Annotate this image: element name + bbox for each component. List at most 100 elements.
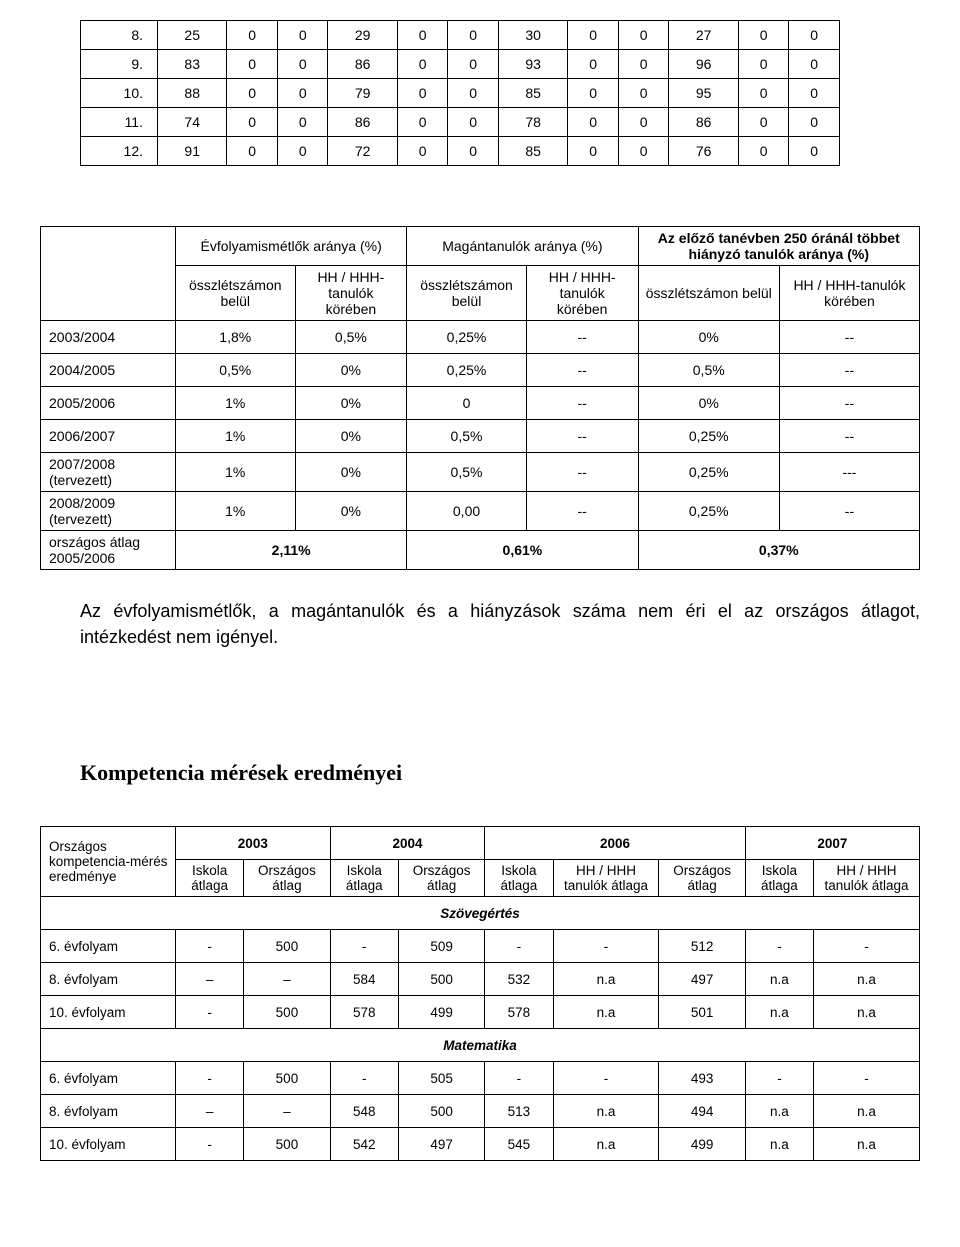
table-row-average: országos átlag 2005/20062,11%0,61%0,37% [41, 531, 920, 570]
cell: - [176, 1062, 244, 1095]
cell: 0% [295, 420, 407, 453]
cell: 0 [738, 108, 789, 137]
cell: -- [526, 354, 638, 387]
row-label: 2008/2009 (tervezett) [41, 492, 176, 531]
cell: 0 [738, 21, 789, 50]
table-row: 6. évfolyam-500-505--493-- [41, 1062, 920, 1095]
cell: – [244, 963, 330, 996]
cell: 25 [158, 21, 227, 50]
cell: 0 [568, 108, 619, 137]
cell: 0,5% [407, 453, 527, 492]
row-label: 6. évfolyam [41, 930, 176, 963]
row-label: 8. évfolyam [41, 1095, 176, 1128]
cell: 11. [81, 108, 158, 137]
cell: 0 [618, 137, 669, 166]
cell: 513 [485, 1095, 553, 1128]
cell: 27 [669, 21, 738, 50]
cell: 74 [158, 108, 227, 137]
table-row: 8. évfolyam––584500532n.a497n.an.a [41, 963, 920, 996]
cell: 1,8% [176, 321, 296, 354]
sub-header: HH / HHH-tanulók körében [295, 266, 407, 321]
cell: 72 [328, 137, 397, 166]
cell: 1% [176, 387, 296, 420]
cell: 0 [568, 21, 619, 50]
cell: 85 [498, 137, 567, 166]
cell: 0 [277, 50, 328, 79]
cell: – [176, 963, 244, 996]
cell: 500 [244, 1128, 330, 1161]
cell: 85 [498, 79, 567, 108]
cell: 79 [328, 79, 397, 108]
row-label: 2007/2008 (tervezett) [41, 453, 176, 492]
col-header: Országos átlag [659, 860, 745, 897]
cell: 0 [448, 108, 499, 137]
cell: 78 [498, 108, 567, 137]
cell: 0% [295, 387, 407, 420]
cell: 0 [227, 137, 278, 166]
cell: -- [779, 420, 919, 453]
cell: - [176, 930, 244, 963]
row-label: 6. évfolyam [41, 1062, 176, 1095]
table-row: 9.8300860093009600 [81, 50, 840, 79]
table-row: 11.7400860078008600 [81, 108, 840, 137]
cell: 0 [397, 108, 448, 137]
table-row: 8.2500290030002700 [81, 21, 840, 50]
cell: 0 [448, 21, 499, 50]
cell: 0 [448, 137, 499, 166]
cell: 10. [81, 79, 158, 108]
cell: - [485, 1062, 553, 1095]
cell: 0 [227, 108, 278, 137]
col-header: Iskola átlaga [485, 860, 553, 897]
row-label: 8. évfolyam [41, 963, 176, 996]
cell: 0 [397, 50, 448, 79]
table-competence: Országos kompetencia-mérés eredménye 200… [40, 826, 920, 1161]
cell: 0 [227, 21, 278, 50]
cell: - [814, 1062, 920, 1095]
cell: 493 [659, 1062, 745, 1095]
table-row: 2005/20061%0%0--0%-- [41, 387, 920, 420]
cell: 499 [398, 996, 484, 1029]
cell: 0 [448, 50, 499, 79]
row-label: 10. évfolyam [41, 1128, 176, 1161]
cell: - [814, 930, 920, 963]
sub-header: összlétszámon belül [176, 266, 296, 321]
cell: 0 [618, 108, 669, 137]
year-header: 2006 [485, 827, 746, 860]
cell: 0 [568, 79, 619, 108]
col-header: HH / HHH tanulók átlaga [814, 860, 920, 897]
cell: 12. [81, 137, 158, 166]
cell: 505 [398, 1062, 484, 1095]
cell: n.a [745, 1095, 813, 1128]
cell: 0% [295, 354, 407, 387]
cell: 0 [397, 79, 448, 108]
cell: 1% [176, 492, 296, 531]
cell: 0 [618, 79, 669, 108]
cell: 0 [789, 79, 840, 108]
col-header: Iskola átlaga [745, 860, 813, 897]
sub-header: HH / HHH-tanulók körében [526, 266, 638, 321]
cell: 0 [789, 21, 840, 50]
cell: 497 [659, 963, 745, 996]
cell: -- [526, 492, 638, 531]
cell: 86 [328, 50, 397, 79]
cell: - [330, 930, 398, 963]
cell: 0 [738, 50, 789, 79]
cell: 578 [330, 996, 398, 1029]
cell: 0% [638, 321, 779, 354]
cell: 0 [277, 108, 328, 137]
cell: 548 [330, 1095, 398, 1128]
sub-header: összlétszámon belül [407, 266, 527, 321]
cell: 0 [407, 387, 527, 420]
cell: 29 [328, 21, 397, 50]
cell: 0 [227, 79, 278, 108]
cell: 545 [485, 1128, 553, 1161]
cell: 91 [158, 137, 227, 166]
cell: n.a [553, 1128, 659, 1161]
cell: 0 [397, 137, 448, 166]
row-label: 2005/2006 [41, 387, 176, 420]
cell: 0 [568, 137, 619, 166]
col-header: Iskola átlaga [176, 860, 244, 897]
cell: -- [779, 387, 919, 420]
cell: 0 [789, 50, 840, 79]
cell: 93 [498, 50, 567, 79]
